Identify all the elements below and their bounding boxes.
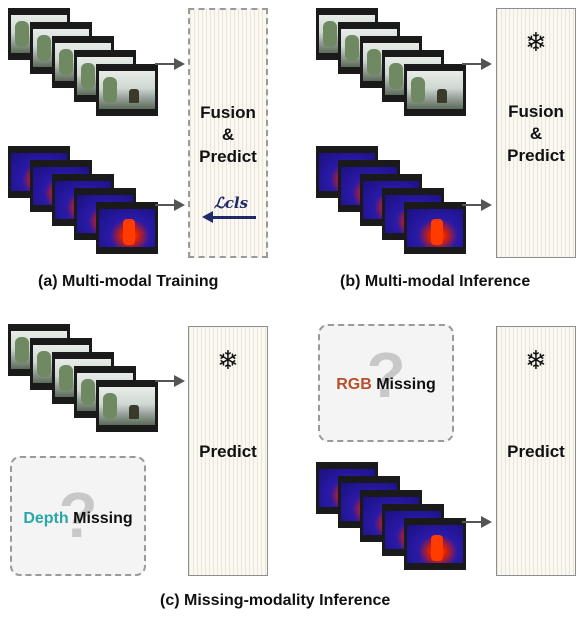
question-mark-icon: ? <box>366 339 406 411</box>
missing-rgb-box: ? RGB Missing <box>318 324 454 442</box>
snowflake-icon: ❄ <box>525 27 547 57</box>
predict-box-d: ❄ Predict <box>496 326 576 576</box>
depth-frame <box>404 518 466 570</box>
box-label-amp: & <box>529 124 543 143</box>
depth-frame <box>404 202 466 254</box>
rgb-frame <box>404 64 466 116</box>
snowflake-icon: ❄ <box>217 345 239 375</box>
missing-word: Missing <box>73 510 133 527</box>
caption-a: (a) Multi-modal Training <box>38 273 219 290</box>
missing-modality: RGB <box>336 376 372 393</box>
missing-word: Missing <box>376 376 436 393</box>
rgb-frame <box>96 64 158 116</box>
loss-label: ℒcls <box>214 194 249 212</box>
box-label-predict: Predict <box>507 442 565 461</box>
box-label-fusion: Fusion <box>200 103 256 122</box>
fusion-predict-box-b: ❄ Fusion & Predict <box>496 8 576 258</box>
caption-b: (b) Multi-modal Inference <box>340 273 531 290</box>
rgb-frame <box>96 380 158 432</box>
box-label-predict: Predict <box>199 442 257 461</box>
box-label-amp: & <box>221 125 235 144</box>
depth-frame <box>96 202 158 254</box>
missing-depth-box: ? Depth Missing <box>10 456 146 576</box>
box-label-predict: Predict <box>199 147 257 166</box>
fusion-predict-box-a: Fusion & Predict ℒcls <box>188 8 268 258</box>
missing-label: RGB Missing <box>320 376 452 394</box>
box-label-fusion: Fusion <box>508 102 564 121</box>
snowflake-icon: ❄ <box>525 345 547 375</box>
question-mark-icon: ? <box>58 479 98 551</box>
missing-modality: Depth <box>23 510 69 527</box>
box-label-predict: Predict <box>507 146 565 165</box>
caption-cd: (c) Missing-modality Inference <box>160 592 391 609</box>
missing-label: Depth Missing <box>12 510 144 528</box>
predict-box-c: ❄ Predict <box>188 326 268 576</box>
